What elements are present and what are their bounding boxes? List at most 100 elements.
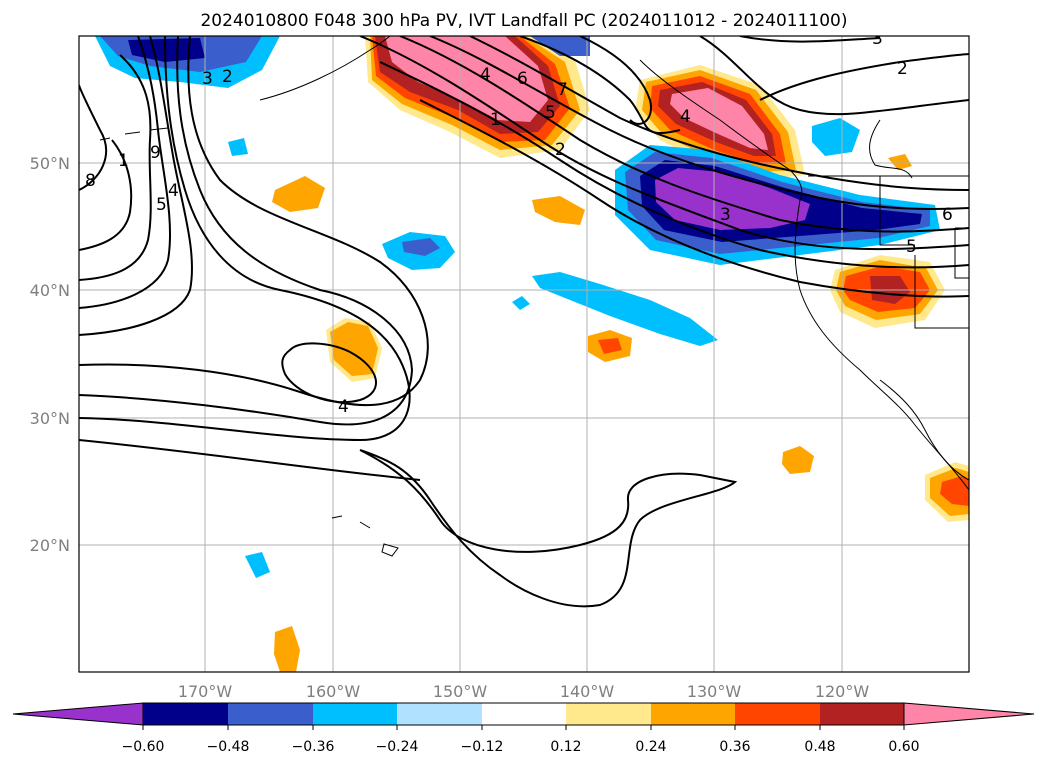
pv-contour-line [359, 36, 969, 251]
latitude-labels: 50°N 40°N 30°N 20°N [30, 154, 70, 555]
contour-label: 5 [156, 195, 167, 215]
pv-contour-line [469, 36, 969, 191]
pv-contours [79, 36, 969, 608]
pv-contour-line [699, 36, 969, 116]
contour-label: 2 [555, 140, 566, 160]
lon-tick-label: 150°W [433, 682, 488, 701]
hawaii-islands [331, 515, 399, 557]
colorbar-bin [482, 703, 566, 725]
colorbar-tick-label: −0.60 [122, 739, 165, 755]
colorbar-bin [143, 703, 228, 725]
lon-tick-label: 130°W [687, 682, 742, 701]
colorbar-tick-label: −0.24 [376, 739, 419, 755]
state-border [879, 176, 915, 246]
contour-label: 2 [897, 59, 908, 79]
contour-label: 3 [872, 29, 883, 49]
colorbar-tick-label: 0.60 [888, 739, 919, 755]
positive-anomaly-region [532, 196, 585, 225]
contour-label: 9 [150, 143, 161, 163]
pv-contour-line [429, 36, 969, 210]
contour-label: 5 [545, 103, 556, 123]
aleutian-islands [99, 127, 169, 141]
colorbar-bin [735, 703, 820, 725]
pv-contour-line [79, 36, 411, 442]
colorbar-ticks [142, 725, 905, 730]
longitude-labels: 170°W 160°W 150°W 140°W 130°W 120°W [178, 682, 870, 701]
positive-anomaly-region [598, 338, 622, 354]
pv-contour-line [79, 54, 152, 281]
contour-label: 4 [168, 181, 179, 201]
colorbar-bin [820, 703, 904, 725]
contour-labels: 3 2 2 9 8 1 5 4 4 6 7 5 1 2 4 3 6 5 4 3 [85, 29, 953, 417]
contour-label: 1 [118, 151, 129, 171]
lat-tick-label: 30°N [30, 409, 70, 428]
baja-coast [879, 379, 969, 481]
lat-tick-label: 40°N [30, 281, 70, 300]
colorbar-bin [313, 703, 397, 725]
colorbar-tick-label: −0.48 [207, 739, 250, 755]
negative-anomaly-region [655, 168, 810, 230]
island-coast [869, 119, 913, 179]
contour-label: 3 [202, 69, 213, 89]
pv-contour-line [519, 36, 681, 135]
colorbar-tick-label: −0.12 [461, 739, 504, 755]
pv-contour-line [359, 449, 738, 608]
lon-tick-label: 140°W [560, 682, 615, 701]
negative-anomaly-region [245, 552, 270, 578]
us-west-coast [794, 199, 969, 491]
contour-label: 1 [490, 110, 501, 130]
positive-anomaly-region [272, 176, 325, 212]
colorbar-tick-label: 0.48 [804, 739, 835, 755]
map-title: 2024010800 F048 300 hPa PV, IVT Landfall… [200, 11, 847, 31]
negative-anomaly-region [512, 296, 530, 310]
contour-label: 2 [222, 67, 233, 87]
pv-contour-line [579, 36, 652, 125]
contour-label: 6 [942, 205, 953, 225]
pv-contour-line [399, 36, 969, 233]
contour-label: 4 [338, 397, 349, 417]
colorbar-bin [397, 703, 482, 725]
pv-contour-line [739, 36, 881, 43]
map-frame [78, 35, 970, 673]
contour-label: 8 [85, 171, 96, 191]
lat-tick-label: 50°N [30, 154, 70, 173]
negative-anomaly-region [530, 36, 590, 56]
pv-contour-line [79, 84, 108, 191]
negative-anomaly-region [228, 138, 248, 156]
graticule [79, 36, 969, 672]
lat-tick-label: 20°N [30, 536, 70, 555]
contour-label: 4 [680, 107, 691, 127]
bc-coast [639, 59, 803, 201]
coastlines [99, 36, 969, 557]
pv-contour-line [759, 53, 969, 101]
lon-tick-label: 170°W [178, 682, 233, 701]
positive-anomaly-region [940, 476, 969, 506]
contour-label: 6 [517, 69, 528, 89]
state-border [954, 227, 969, 279]
colorbar-bin [651, 703, 735, 725]
lon-tick-label: 120°W [815, 682, 870, 701]
negative-anomaly-region [812, 118, 860, 156]
contour-label: 4 [480, 65, 491, 85]
pv-contour-line [379, 61, 969, 269]
colorbar-tick-label: 0.24 [635, 739, 666, 755]
map-content: 3 2 2 9 8 1 5 4 4 6 7 5 1 2 4 3 6 5 4 3 [79, 29, 969, 672]
colorbar-tick-label: 0.12 [550, 739, 581, 755]
colorbar-min-extension [12, 702, 144, 726]
colorbar: −0.60 −0.48 −0.36 −0.24 −0.12 0.12 0.24 … [12, 702, 1035, 755]
colorbar-tick-label: −0.36 [292, 739, 335, 755]
pv-contour-line [79, 36, 171, 309]
pv-contour-line [281, 342, 377, 404]
lon-tick-label: 160°W [306, 682, 361, 701]
colorbar-bin [228, 703, 313, 725]
contour-label: 5 [906, 237, 917, 257]
contour-label: 3 [720, 205, 731, 225]
pv-contour-line [419, 99, 969, 298]
negative-anomaly-region [128, 38, 205, 62]
colorbar-tick-label: 0.36 [719, 739, 750, 755]
colorbar-bin [566, 703, 651, 725]
colorbar-max-extension [903, 702, 1035, 726]
state-border [914, 255, 969, 329]
pv-contour-line [79, 139, 133, 251]
